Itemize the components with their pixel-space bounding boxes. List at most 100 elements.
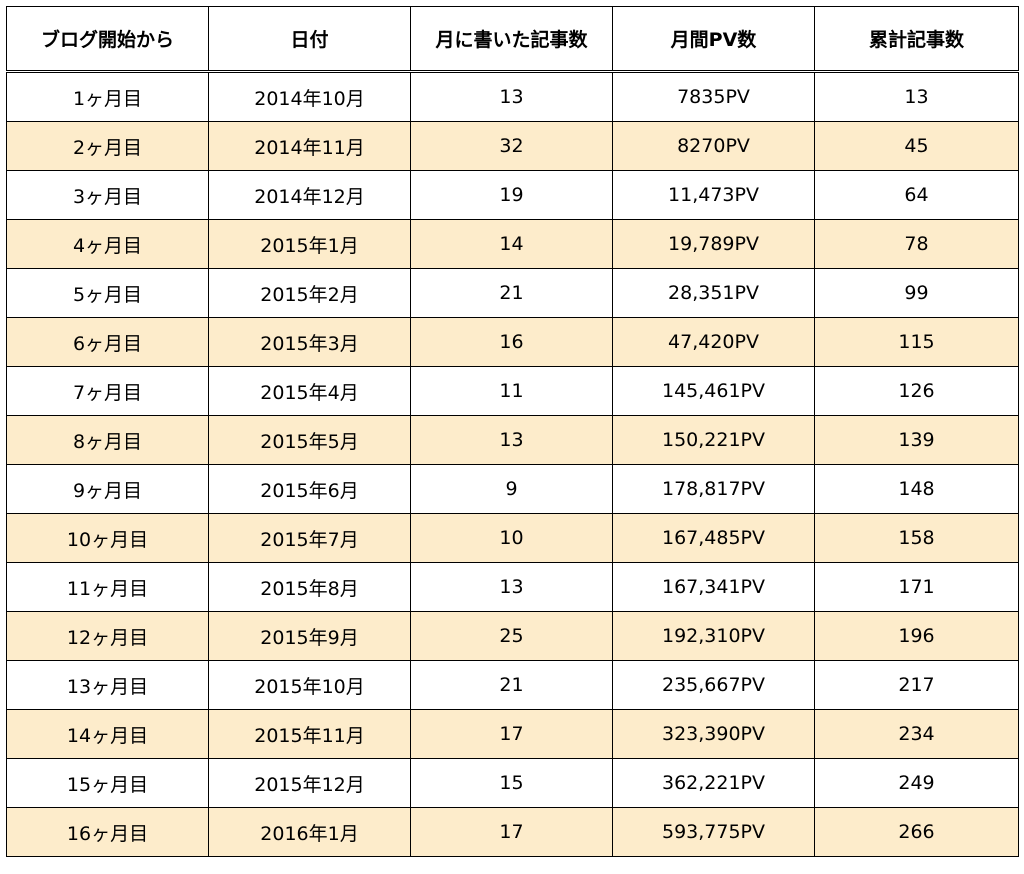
cell-months-since-start: 3ヶ月目 — [6, 170, 209, 220]
cell-monthly-pv: 192,310PV — [612, 611, 815, 661]
cell-cumulative-articles: 148 — [814, 464, 1019, 514]
cell-articles-per-month: 21 — [410, 268, 613, 318]
cell-articles-per-month: 14 — [410, 219, 613, 269]
cell-cumulative-articles: 266 — [814, 807, 1019, 857]
header-monthly-pv: 月間PV数 — [612, 6, 815, 73]
cell-cumulative-articles: 171 — [814, 562, 1019, 612]
cell-monthly-pv: 178,817PV — [612, 464, 815, 514]
cell-articles-per-month: 13 — [410, 562, 613, 612]
cell-months-since-start: 4ヶ月目 — [6, 219, 209, 269]
cell-articles-per-month: 15 — [410, 758, 613, 808]
cell-date: 2015年5月 — [208, 415, 411, 465]
cell-articles-per-month: 9 — [410, 464, 613, 514]
cell-cumulative-articles: 234 — [814, 709, 1019, 759]
header-cumulative-articles: 累計記事数 — [814, 6, 1019, 73]
cell-cumulative-articles: 196 — [814, 611, 1019, 661]
cell-date: 2015年10月 — [208, 660, 411, 710]
cell-date: 2015年7月 — [208, 513, 411, 563]
table-row: 3ヶ月目 2014年12月 19 11,473PV 64 — [6, 170, 1019, 220]
cell-months-since-start: 12ヶ月目 — [6, 611, 209, 661]
cell-date: 2014年11月 — [208, 121, 411, 171]
cell-date: 2015年9月 — [208, 611, 411, 661]
cell-months-since-start: 5ヶ月目 — [6, 268, 209, 318]
cell-cumulative-articles: 126 — [814, 366, 1019, 416]
cell-months-since-start: 16ヶ月目 — [6, 807, 209, 857]
cell-date: 2015年8月 — [208, 562, 411, 612]
cell-date: 2015年6月 — [208, 464, 411, 514]
cell-date: 2015年4月 — [208, 366, 411, 416]
table-row: 6ヶ月目 2015年3月 16 47,420PV 115 — [6, 317, 1019, 367]
table-row: 11ヶ月目 2015年8月 13 167,341PV 171 — [6, 562, 1019, 612]
cell-monthly-pv: 323,390PV — [612, 709, 815, 759]
cell-date: 2015年12月 — [208, 758, 411, 808]
cell-articles-per-month: 17 — [410, 709, 613, 759]
table-row: 14ヶ月目 2015年11月 17 323,390PV 234 — [6, 709, 1019, 759]
header-articles-per-month: 月に書いた記事数 — [410, 6, 613, 73]
cell-cumulative-articles: 13 — [814, 71, 1019, 122]
cell-date: 2016年1月 — [208, 807, 411, 857]
table-row: 15ヶ月目 2015年12月 15 362,221PV 249 — [6, 758, 1019, 808]
cell-months-since-start: 2ヶ月目 — [6, 121, 209, 171]
cell-monthly-pv: 28,351PV — [612, 268, 815, 318]
cell-cumulative-articles: 45 — [814, 121, 1019, 171]
cell-date: 2015年1月 — [208, 219, 411, 269]
cell-cumulative-articles: 249 — [814, 758, 1019, 808]
table-row: 12ヶ月目 2015年9月 25 192,310PV 196 — [6, 611, 1019, 661]
cell-months-since-start: 15ヶ月目 — [6, 758, 209, 808]
table-row: 10ヶ月目 2015年7月 10 167,485PV 158 — [6, 513, 1019, 563]
header-date: 日付 — [208, 6, 411, 73]
cell-articles-per-month: 13 — [410, 415, 613, 465]
cell-cumulative-articles: 99 — [814, 268, 1019, 318]
blog-stats-table: ブログ開始から 日付 月に書いた記事数 月間PV数 累計記事数 1ヶ月目 201… — [6, 6, 1019, 857]
cell-articles-per-month: 17 — [410, 807, 613, 857]
cell-months-since-start: 11ヶ月目 — [6, 562, 209, 612]
cell-articles-per-month: 25 — [410, 611, 613, 661]
cell-months-since-start: 7ヶ月目 — [6, 366, 209, 416]
table-row: 8ヶ月目 2015年5月 13 150,221PV 139 — [6, 415, 1019, 465]
cell-articles-per-month: 32 — [410, 121, 613, 171]
cell-monthly-pv: 235,667PV — [612, 660, 815, 710]
cell-months-since-start: 13ヶ月目 — [6, 660, 209, 710]
cell-monthly-pv: 167,341PV — [612, 562, 815, 612]
table-row: 5ヶ月目 2015年2月 21 28,351PV 99 — [6, 268, 1019, 318]
cell-monthly-pv: 7835PV — [612, 71, 815, 122]
cell-monthly-pv: 11,473PV — [612, 170, 815, 220]
cell-cumulative-articles: 139 — [814, 415, 1019, 465]
table-row: 13ヶ月目 2015年10月 21 235,667PV 217 — [6, 660, 1019, 710]
cell-date: 2015年11月 — [208, 709, 411, 759]
cell-months-since-start: 6ヶ月目 — [6, 317, 209, 367]
table-header-row: ブログ開始から 日付 月に書いた記事数 月間PV数 累計記事数 — [6, 6, 1019, 73]
cell-months-since-start: 9ヶ月目 — [6, 464, 209, 514]
cell-monthly-pv: 145,461PV — [612, 366, 815, 416]
table-row: 7ヶ月目 2015年4月 11 145,461PV 126 — [6, 366, 1019, 416]
cell-cumulative-articles: 64 — [814, 170, 1019, 220]
table-row: 4ヶ月目 2015年1月 14 19,789PV 78 — [6, 219, 1019, 269]
header-months-since-start: ブログ開始から — [6, 6, 209, 73]
cell-articles-per-month: 19 — [410, 170, 613, 220]
cell-cumulative-articles: 217 — [814, 660, 1019, 710]
cell-months-since-start: 1ヶ月目 — [6, 71, 209, 122]
cell-articles-per-month: 16 — [410, 317, 613, 367]
cell-monthly-pv: 167,485PV — [612, 513, 815, 563]
cell-monthly-pv: 19,789PV — [612, 219, 815, 269]
cell-months-since-start: 8ヶ月目 — [6, 415, 209, 465]
cell-months-since-start: 14ヶ月目 — [6, 709, 209, 759]
cell-articles-per-month: 21 — [410, 660, 613, 710]
blog-stats-table-wrapper: ブログ開始から 日付 月に書いた記事数 月間PV数 累計記事数 1ヶ月目 201… — [6, 6, 1019, 857]
cell-articles-per-month: 10 — [410, 513, 613, 563]
cell-monthly-pv: 362,221PV — [612, 758, 815, 808]
table-row: 2ヶ月目 2014年11月 32 8270PV 45 — [6, 121, 1019, 171]
table-row: 9ヶ月目 2015年6月 9 178,817PV 148 — [6, 464, 1019, 514]
cell-monthly-pv: 8270PV — [612, 121, 815, 171]
cell-date: 2015年2月 — [208, 268, 411, 318]
cell-cumulative-articles: 158 — [814, 513, 1019, 563]
cell-cumulative-articles: 78 — [814, 219, 1019, 269]
cell-date: 2014年12月 — [208, 170, 411, 220]
cell-date: 2015年3月 — [208, 317, 411, 367]
cell-articles-per-month: 11 — [410, 366, 613, 416]
cell-cumulative-articles: 115 — [814, 317, 1019, 367]
table-row: 16ヶ月目 2016年1月 17 593,775PV 266 — [6, 807, 1019, 857]
table-row: 1ヶ月目 2014年10月 13 7835PV 13 — [6, 71, 1019, 122]
cell-monthly-pv: 150,221PV — [612, 415, 815, 465]
cell-monthly-pv: 47,420PV — [612, 317, 815, 367]
